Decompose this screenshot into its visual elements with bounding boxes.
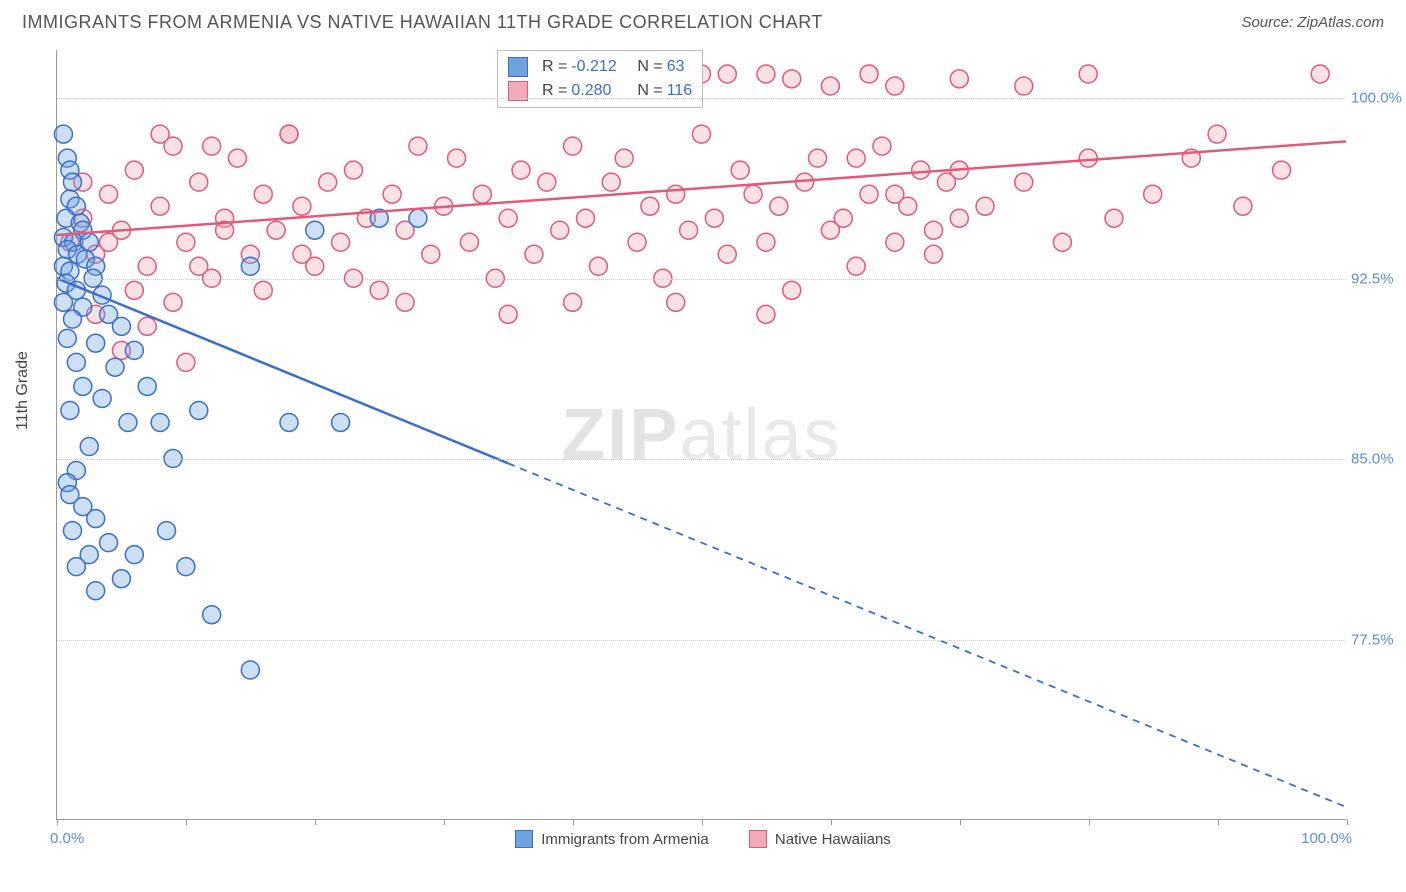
legend-row-hawaiian: R =0.280 N =116: [508, 79, 692, 103]
correlation-legend-box: R =-0.212 N =63 R =0.280 N =116: [497, 50, 703, 108]
y-tick-label: 92.5%: [1351, 270, 1406, 287]
legend-item-hawaiian: Native Hawaiians: [749, 830, 891, 848]
plot-svg: [57, 50, 1346, 819]
chart-plot-area: ZIPatlas R =-0.212 N =63 R =0.280 N =116…: [56, 50, 1346, 820]
y-tick-label: 77.5%: [1351, 631, 1406, 648]
swatch-armenia: [508, 57, 528, 77]
chart-title: IMMIGRANTS FROM ARMENIA VS NATIVE HAWAII…: [22, 12, 823, 33]
source-label: Source: ZipAtlas.com: [1241, 14, 1384, 31]
y-tick-label: 100.0%: [1351, 90, 1406, 107]
y-tick-label: 85.0%: [1351, 451, 1406, 468]
legend-item-armenia: Immigrants from Armenia: [515, 830, 709, 848]
legend-row-armenia: R =-0.212 N =63: [508, 55, 692, 79]
swatch-armenia-icon: [515, 830, 533, 848]
swatch-hawaiian-icon: [749, 830, 767, 848]
y-axis-label: 11th Grade: [14, 351, 32, 430]
bottom-legend: Immigrants from Armenia Native Hawaiians: [0, 830, 1406, 852]
